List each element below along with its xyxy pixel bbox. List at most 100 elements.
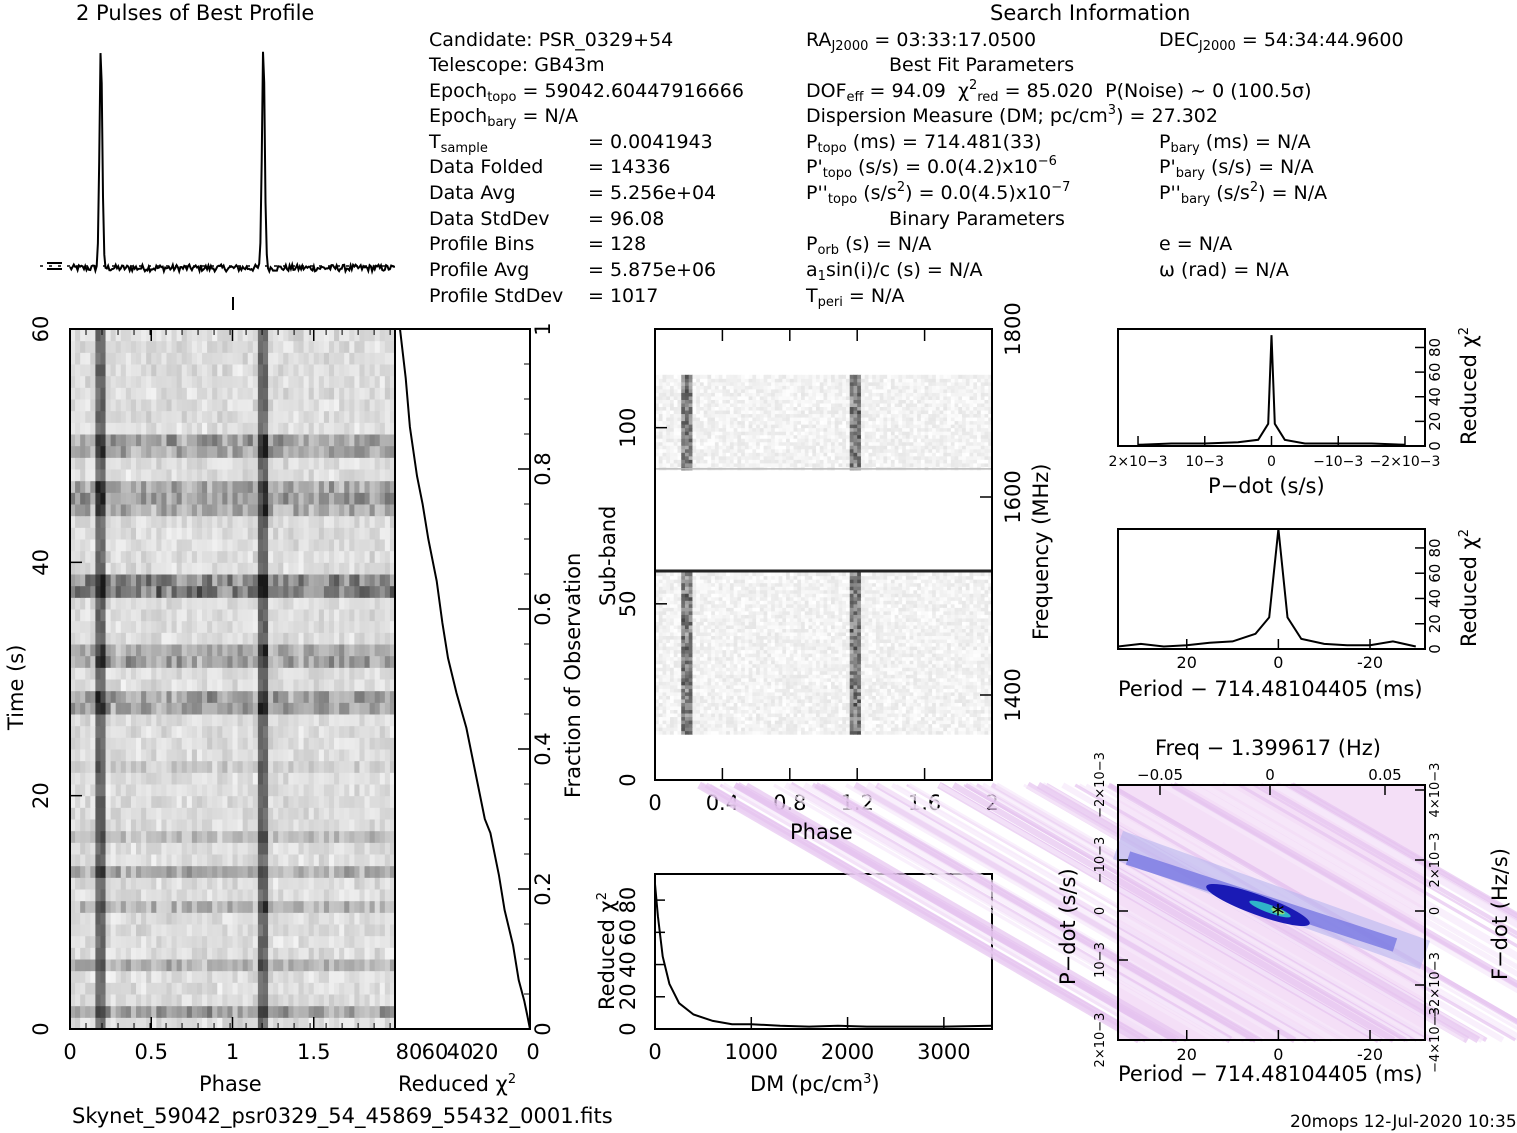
tp-cell xyxy=(252,550,259,563)
tp-cell xyxy=(202,737,208,750)
tp-cell xyxy=(130,865,137,878)
tp-cell xyxy=(369,935,376,948)
sb-cell xyxy=(722,723,727,728)
tp-cell xyxy=(288,375,294,388)
sb-cell xyxy=(711,723,716,728)
tp-cell xyxy=(369,620,376,633)
sb-cell xyxy=(838,723,843,728)
tp-cell xyxy=(247,574,254,587)
tp-cell xyxy=(318,842,325,855)
tp-cell xyxy=(298,329,305,342)
tp-cell xyxy=(202,667,208,680)
sb-cell xyxy=(733,706,738,711)
sb-cell xyxy=(677,695,682,700)
tp-cell xyxy=(328,410,335,423)
sb-cell xyxy=(819,706,824,711)
tp-cell xyxy=(202,1005,208,1018)
sb-cell xyxy=(718,709,723,714)
tp-cell xyxy=(105,830,112,843)
sb-cell xyxy=(950,730,956,735)
tp-cell xyxy=(100,387,107,400)
tp-cell xyxy=(288,679,294,692)
tp-cell xyxy=(146,714,152,727)
tp-cell xyxy=(156,1005,162,1018)
sb-cell xyxy=(965,730,971,735)
tp-cell xyxy=(115,889,122,902)
tp-cell xyxy=(339,854,345,867)
tp-cell xyxy=(262,375,269,388)
tp-cell xyxy=(252,725,259,738)
tp-cell xyxy=(283,830,289,843)
sb-cell xyxy=(984,716,989,721)
sb-cell xyxy=(988,720,993,725)
tp-cell xyxy=(262,970,269,983)
tp-cell xyxy=(212,1017,218,1030)
sb-cell xyxy=(793,706,798,711)
tp-cell xyxy=(90,340,96,353)
sb-cell xyxy=(950,706,956,711)
tp-cell xyxy=(374,574,381,587)
tp-cell xyxy=(364,352,371,365)
tp-cell xyxy=(379,784,386,797)
tp-cell xyxy=(313,644,320,657)
tp-cell xyxy=(130,480,137,493)
tp-cell xyxy=(80,527,86,540)
tp-cell xyxy=(283,679,289,692)
tp-cell xyxy=(334,819,340,832)
tp-cell xyxy=(166,900,173,913)
sb-cell xyxy=(928,716,933,721)
tp-cell xyxy=(334,480,340,493)
tp-cell xyxy=(212,492,218,505)
tp-cell xyxy=(283,562,289,575)
tp-cell xyxy=(130,655,137,668)
sb-cell xyxy=(872,709,877,714)
tp-cell xyxy=(252,340,259,353)
tp-cell xyxy=(141,900,147,913)
sb-cell xyxy=(767,713,772,718)
tp-cell xyxy=(207,1017,213,1030)
tp-cell xyxy=(100,550,107,563)
sb-cell xyxy=(778,727,783,732)
sb-cell xyxy=(797,706,802,711)
tp-cell xyxy=(196,352,203,365)
tp-cell xyxy=(318,364,325,377)
tp-cell xyxy=(141,445,147,458)
sb-cell xyxy=(879,709,884,714)
tp-cell xyxy=(70,795,76,808)
tp-cell xyxy=(313,597,320,610)
tp-cell xyxy=(141,352,147,365)
sb-cell xyxy=(748,723,753,728)
tp-cell xyxy=(105,399,112,412)
tp-cell xyxy=(323,842,330,855)
tp-cell xyxy=(273,924,279,937)
tp-cell xyxy=(242,714,249,727)
sb-cell xyxy=(932,706,937,711)
tp-cell xyxy=(161,539,167,552)
tp-cell xyxy=(196,585,203,598)
tp-cell xyxy=(354,982,360,995)
tp-cell xyxy=(313,562,320,575)
sb-cell xyxy=(954,706,959,711)
tp-cell xyxy=(207,842,213,855)
tp-cell xyxy=(222,527,228,540)
tp-cell xyxy=(323,469,330,482)
tp-cell xyxy=(262,445,269,458)
sb-cell xyxy=(827,695,832,700)
tp-cell xyxy=(80,1005,86,1018)
tp-cell xyxy=(379,935,386,948)
tp-cell xyxy=(212,632,218,645)
tp-cell xyxy=(318,550,325,563)
tp-cell xyxy=(308,737,315,750)
tp-cell xyxy=(369,830,376,843)
tp-cell xyxy=(161,457,167,470)
sb-cell xyxy=(786,691,791,696)
tp-cell xyxy=(212,667,218,680)
tp-cell xyxy=(217,527,223,540)
tp-cell xyxy=(110,889,117,902)
sb-cell xyxy=(819,709,824,714)
tp-cell xyxy=(212,795,218,808)
sb-cell xyxy=(935,698,941,703)
tp-cell xyxy=(349,842,355,855)
tp-cell xyxy=(339,515,345,528)
tp-cell xyxy=(303,655,310,668)
